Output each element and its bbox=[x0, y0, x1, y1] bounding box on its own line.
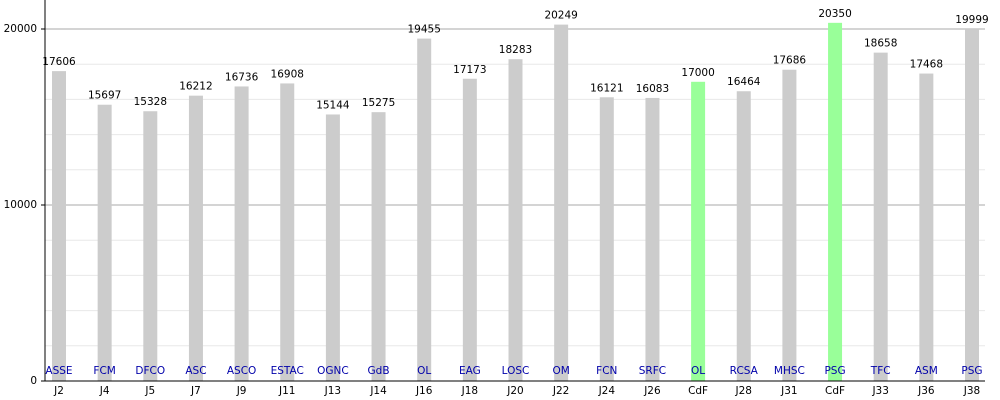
opponent-label: ASSE bbox=[45, 365, 72, 377]
value-label: 17173 bbox=[453, 64, 486, 76]
opponent-label: GdB bbox=[368, 365, 390, 377]
bar bbox=[828, 22, 843, 382]
x-tick-label: J31 bbox=[780, 385, 797, 397]
x-tick-label: J4 bbox=[99, 385, 110, 397]
bar bbox=[234, 86, 249, 381]
x-tick-label: J36 bbox=[917, 385, 935, 397]
value-label: 16464 bbox=[727, 76, 761, 88]
x-tick-label: J38 bbox=[963, 385, 980, 397]
bar bbox=[188, 95, 203, 382]
value-label: 15275 bbox=[362, 97, 395, 109]
value-label: 19999 bbox=[955, 14, 988, 26]
bar bbox=[965, 29, 979, 381]
value-label: 17606 bbox=[42, 56, 76, 68]
bar bbox=[371, 112, 386, 381]
x-tick-label: CdF bbox=[688, 385, 708, 397]
value-label: 15144 bbox=[316, 99, 350, 111]
bar bbox=[554, 24, 569, 381]
x-tick-label: J5 bbox=[144, 385, 155, 397]
bar bbox=[873, 52, 888, 381]
x-tick-label: J2 bbox=[53, 385, 64, 397]
bar bbox=[143, 111, 158, 381]
bar bbox=[691, 81, 706, 382]
y-tick-label: 20000 bbox=[4, 23, 37, 35]
x-tick-label: J9 bbox=[236, 385, 247, 397]
bar bbox=[325, 114, 340, 381]
value-label: 15328 bbox=[134, 96, 167, 108]
bar bbox=[736, 91, 751, 382]
opponent-label: PSG bbox=[961, 365, 982, 377]
opponent-label: OL bbox=[417, 365, 431, 377]
x-tick-label: J20 bbox=[506, 385, 523, 397]
opponent-label: ESTAC bbox=[271, 365, 304, 377]
opponent-label: EAG bbox=[459, 365, 481, 377]
value-label: 19455 bbox=[407, 24, 440, 36]
y-tick-label: 0 bbox=[30, 375, 37, 387]
value-label: 18658 bbox=[864, 38, 897, 50]
x-tick-label: J26 bbox=[643, 385, 661, 397]
opponent-label: FCN bbox=[596, 365, 617, 377]
opponent-label: PSG bbox=[824, 365, 845, 377]
value-label: 16908 bbox=[271, 68, 304, 80]
value-label: 15697 bbox=[88, 90, 121, 102]
x-tick-label: J28 bbox=[735, 385, 752, 397]
bar bbox=[645, 97, 660, 381]
x-tick-label: J24 bbox=[598, 385, 616, 397]
opponent-label: LOSC bbox=[502, 365, 530, 377]
value-label: 16121 bbox=[590, 82, 623, 94]
bar bbox=[280, 83, 295, 382]
value-label: 20249 bbox=[544, 10, 577, 22]
opponent-label: ASM bbox=[915, 365, 938, 377]
opponent-label: OGNC bbox=[317, 365, 349, 377]
value-label: 18283 bbox=[499, 44, 532, 56]
opponent-label: ASC bbox=[185, 365, 206, 377]
value-label: 17686 bbox=[773, 55, 807, 67]
bar bbox=[508, 59, 523, 381]
x-tick-label: J16 bbox=[415, 385, 433, 397]
opponent-label: MHSC bbox=[774, 365, 805, 377]
x-tick-label: J14 bbox=[369, 385, 387, 397]
opponent-label: ASCO bbox=[227, 365, 256, 377]
x-tick-label: J13 bbox=[324, 385, 341, 397]
value-label: 17000 bbox=[681, 67, 714, 79]
x-tick-label: J11 bbox=[278, 385, 295, 397]
x-tick-label: J22 bbox=[552, 385, 569, 397]
value-label: 17468 bbox=[910, 59, 943, 71]
bar bbox=[599, 97, 614, 382]
value-label: 20350 bbox=[818, 8, 851, 20]
opponent-label: TFC bbox=[870, 365, 891, 377]
opponent-label: DFCO bbox=[135, 365, 165, 377]
opponent-label: OL bbox=[691, 365, 705, 377]
value-label: 16736 bbox=[225, 71, 259, 83]
opponent-label: RCSA bbox=[730, 365, 759, 377]
bar bbox=[417, 38, 432, 381]
y-tick-label: 10000 bbox=[4, 199, 37, 211]
bar bbox=[919, 73, 934, 381]
x-tick-label: J7 bbox=[190, 385, 201, 397]
x-tick-label: J33 bbox=[871, 385, 888, 397]
bar bbox=[782, 69, 797, 381]
opponent-label: SRFC bbox=[639, 365, 666, 377]
opponent-label: OM bbox=[552, 365, 569, 377]
x-tick-label: CdF bbox=[825, 385, 845, 397]
opponent-label: FCM bbox=[93, 365, 115, 377]
value-label: 16083 bbox=[636, 83, 669, 95]
x-tick-label: J18 bbox=[461, 385, 478, 397]
bar bbox=[462, 78, 477, 382]
bar bbox=[97, 104, 112, 382]
value-label: 16212 bbox=[179, 81, 212, 93]
bar bbox=[52, 71, 66, 381]
